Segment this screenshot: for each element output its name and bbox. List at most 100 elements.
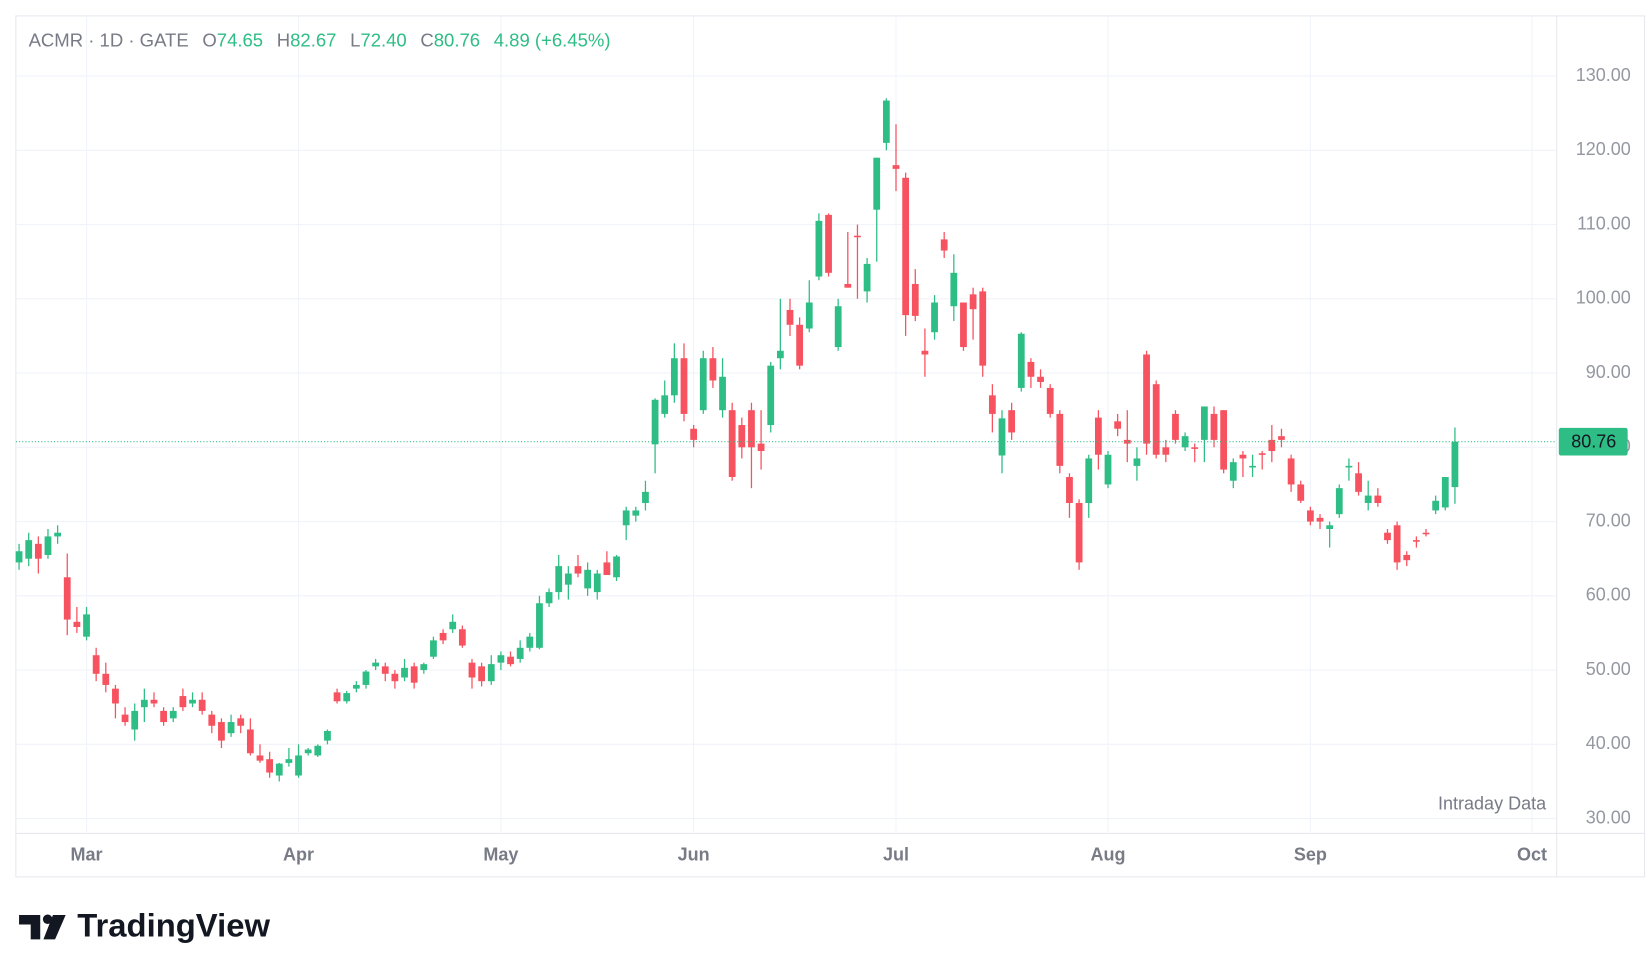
candle-body	[1008, 410, 1016, 433]
candle-body	[468, 662, 476, 678]
candle-body	[1162, 447, 1170, 455]
candle-body	[1451, 441, 1459, 488]
candle-body	[1441, 477, 1449, 508]
candle-body	[921, 350, 929, 355]
candle-body	[198, 699, 206, 711]
change-value: 4.89 (+6.45%)	[494, 29, 611, 50]
candle-body	[430, 640, 437, 657]
close-label: C	[420, 29, 433, 50]
candle-body	[670, 358, 678, 396]
candle-body	[796, 324, 804, 366]
candle-body	[1085, 458, 1093, 504]
logo-dot	[42, 914, 53, 924]
candle-body	[950, 272, 958, 307]
low-label: L	[350, 29, 360, 50]
candles	[15, 98, 1459, 782]
candle-body	[593, 573, 601, 593]
y-tick-label: 130.00	[1576, 65, 1631, 85]
candle-body	[1200, 406, 1208, 440]
candle-body	[1104, 454, 1112, 485]
candle-body	[1249, 465, 1256, 468]
candle-body	[699, 358, 707, 411]
candle-body	[1258, 453, 1266, 455]
candle-body	[1306, 510, 1314, 522]
y-tick-label: 70.00	[1586, 510, 1631, 530]
candle-body	[1384, 532, 1391, 541]
brand-name: TradingView	[77, 906, 270, 943]
candle-body	[786, 309, 794, 325]
candle-body	[304, 749, 312, 754]
legend-header: ACMR · 1D · GATE O74.65 H82.67 L72.40 C8…	[29, 29, 611, 50]
candle-body	[208, 714, 216, 726]
candle-body	[545, 592, 553, 604]
candle-body	[121, 714, 129, 723]
candle-body	[391, 673, 399, 682]
candle-body	[1326, 525, 1334, 529]
grid	[15, 15, 1557, 834]
candle-body	[324, 730, 331, 741]
candle-body	[632, 510, 640, 516]
candle-body	[179, 696, 187, 708]
candle-body	[497, 655, 505, 663]
x-tick-label: Sep	[1294, 844, 1327, 864]
candle-body	[1268, 439, 1276, 452]
y-tick-label: 120.00	[1576, 139, 1631, 159]
x-tick-label: Aug	[1091, 844, 1126, 864]
candle-body	[266, 759, 274, 773]
candle-body	[295, 755, 302, 776]
candle-body	[420, 664, 428, 671]
candle-body	[1172, 413, 1179, 440]
candle-body	[988, 395, 996, 414]
candle-body	[863, 263, 871, 292]
candle-body	[776, 350, 784, 359]
candle-body	[401, 667, 408, 678]
candle-body	[285, 759, 293, 763]
candle-body	[1432, 500, 1440, 511]
y-tick-label: 60.00	[1586, 585, 1631, 605]
candle-body	[1355, 473, 1362, 492]
candle-body	[854, 235, 861, 238]
candle-body	[1335, 488, 1343, 515]
last-price-label: 80.76	[1571, 431, 1616, 451]
x-tick-label: Jul	[883, 844, 909, 864]
candle-body	[805, 302, 813, 329]
y-tick-label: 90.00	[1586, 362, 1631, 382]
x-tick-label: Apr	[283, 844, 314, 864]
candle-body	[246, 729, 254, 754]
candle-body	[1210, 413, 1218, 440]
annotation: Intraday Data	[1438, 794, 1547, 814]
candle-body	[1123, 439, 1131, 444]
candle-body	[940, 239, 948, 251]
candle-body	[1374, 495, 1382, 504]
low-value: 72.40	[360, 29, 406, 50]
candle-body	[960, 302, 967, 348]
candle-body	[815, 220, 823, 277]
candle-body	[748, 410, 755, 448]
candle-body	[969, 294, 977, 310]
candle-body	[1056, 413, 1064, 466]
candle-body	[54, 532, 62, 537]
candle-body	[767, 365, 775, 426]
candle-body	[738, 425, 746, 448]
candle-body	[15, 551, 23, 563]
candle-body	[410, 666, 418, 683]
candle-body	[381, 666, 389, 674]
brand-logo	[19, 914, 66, 940]
candle-body	[362, 671, 370, 685]
x-tick-label: Mar	[71, 844, 103, 864]
candle-body	[275, 763, 283, 776]
candle-body	[979, 291, 987, 366]
y-tick-label: 50.00	[1586, 659, 1631, 679]
x-tick-label: Jun	[678, 844, 710, 864]
symbol: ACMR · 1D · GATE	[29, 29, 189, 50]
candle-body	[1229, 462, 1237, 481]
logo-shape	[43, 914, 66, 940]
candle-body	[526, 636, 534, 648]
candle-body	[1027, 361, 1035, 377]
last-price-badge	[1558, 427, 1628, 456]
candle-body	[1403, 554, 1411, 561]
candle-body	[227, 722, 235, 734]
candle-body	[564, 573, 572, 585]
candle-body	[892, 165, 900, 169]
candle-body	[1412, 540, 1420, 542]
